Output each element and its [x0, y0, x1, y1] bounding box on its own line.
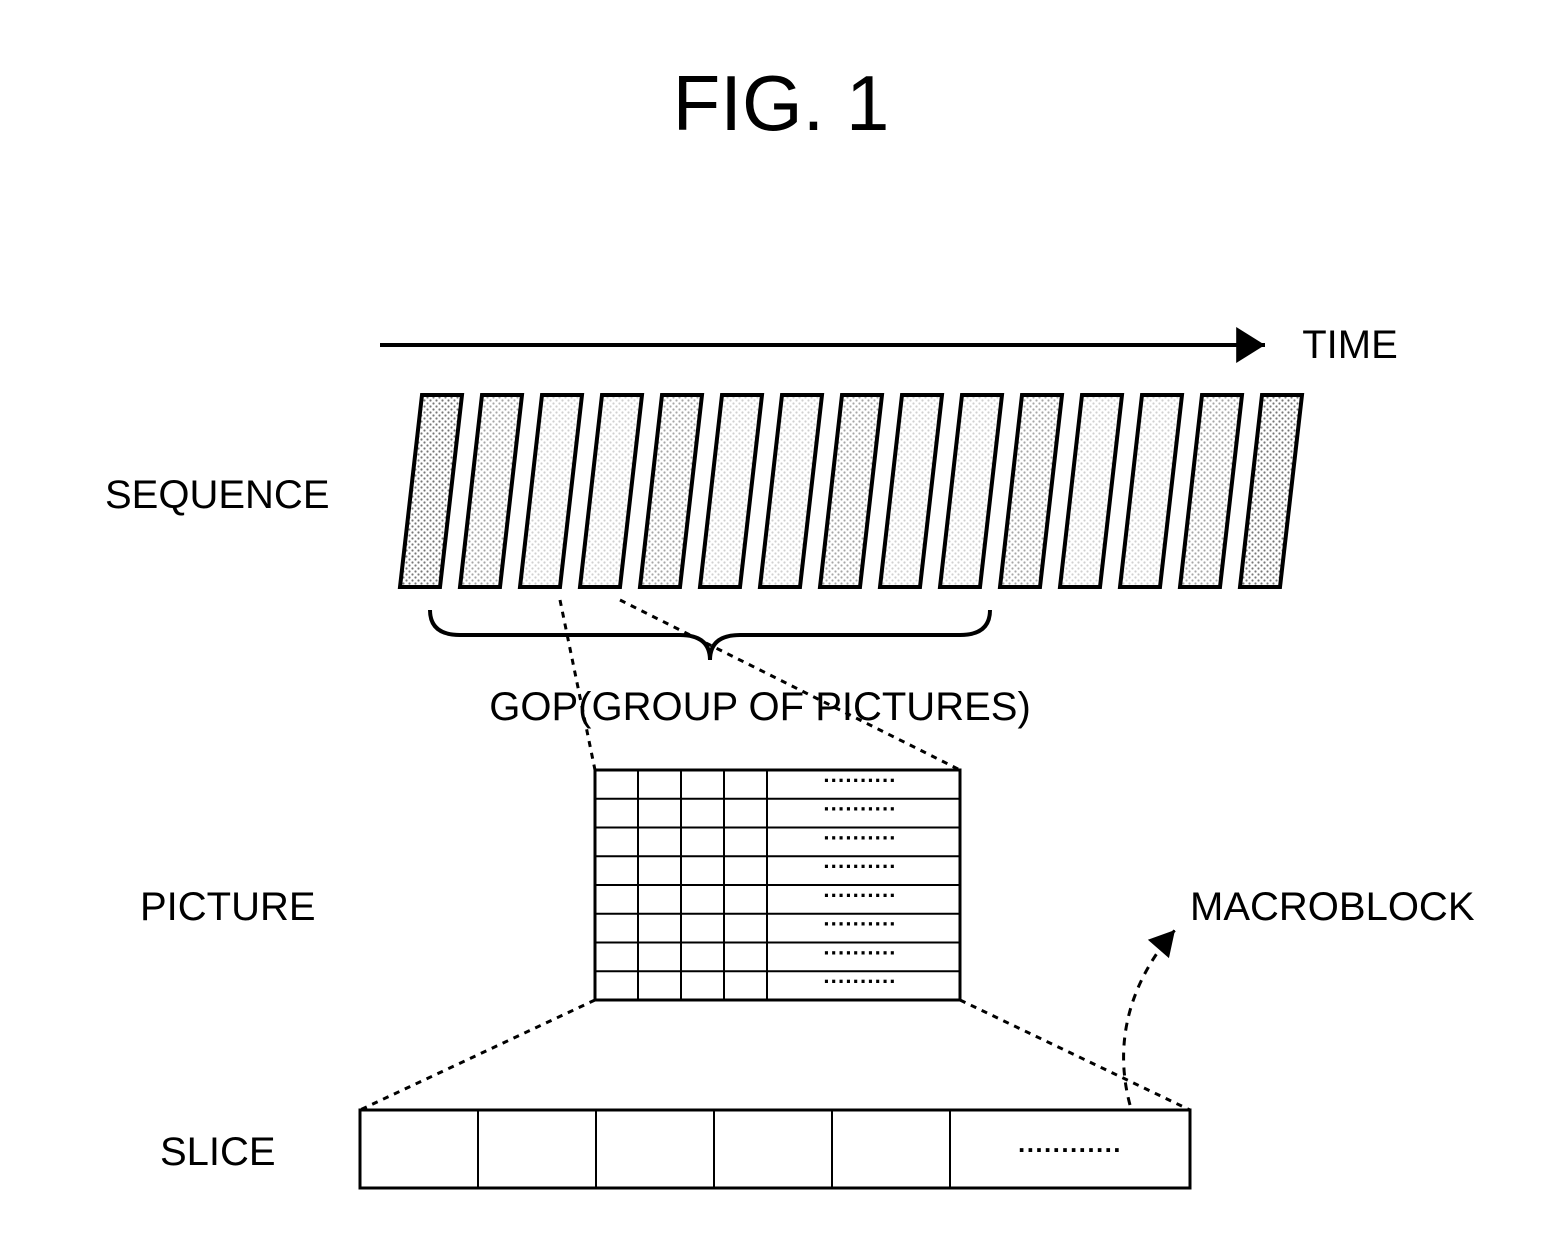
- sequence-frame: [1120, 395, 1182, 587]
- sequence-frame: [880, 395, 942, 587]
- macroblock-label: MACROBLOCK: [1190, 885, 1475, 929]
- ellipsis-dots: ··········: [823, 825, 896, 850]
- ellipsis-dots: ··········: [823, 912, 896, 937]
- picture-grid: ·········· ·········· ·········· ··········…: [595, 768, 960, 1000]
- ellipsis-dots: ··········: [823, 854, 896, 879]
- sequence-frame: [820, 395, 882, 587]
- slice-row: ············: [360, 1110, 1190, 1188]
- gop-label: GOP(GROUP OF PICTURES): [489, 685, 1031, 729]
- sequence-frames: [400, 395, 1302, 587]
- gop-brace: [430, 610, 990, 660]
- sequence-frame: [580, 395, 642, 587]
- sequence-frame: [760, 395, 822, 587]
- sequence-frame: [700, 395, 762, 587]
- figure-title: FIG. 1: [673, 59, 890, 147]
- ellipsis-dots: ············: [1018, 1134, 1122, 1164]
- ellipsis-dots: ··········: [823, 883, 896, 908]
- ellipsis-dots: ··········: [823, 768, 896, 793]
- sequence-frame: [940, 395, 1002, 587]
- sequence-frame: [1180, 395, 1242, 587]
- slice-label: SLICE: [160, 1130, 276, 1174]
- sequence-frame: [460, 395, 522, 587]
- picture-label: PICTURE: [140, 885, 316, 929]
- time-label: TIME: [1302, 323, 1398, 367]
- ellipsis-dots: ··········: [823, 940, 896, 965]
- zoom-lines-bottom: [360, 1000, 1190, 1110]
- ellipsis-dots: ··········: [823, 969, 896, 994]
- sequence-frame: [1060, 395, 1122, 587]
- time-axis: TIME: [380, 323, 1398, 367]
- sequence-frame: [640, 395, 702, 587]
- sequence-frame: [1240, 395, 1302, 587]
- sequence-frame: [400, 395, 462, 587]
- ellipsis-dots: ··········: [823, 797, 896, 822]
- macroblock-arrow: [1124, 930, 1175, 1105]
- sequence-frame: [520, 395, 582, 587]
- sequence-label: SEQUENCE: [105, 473, 330, 517]
- sequence-frame: [1000, 395, 1062, 587]
